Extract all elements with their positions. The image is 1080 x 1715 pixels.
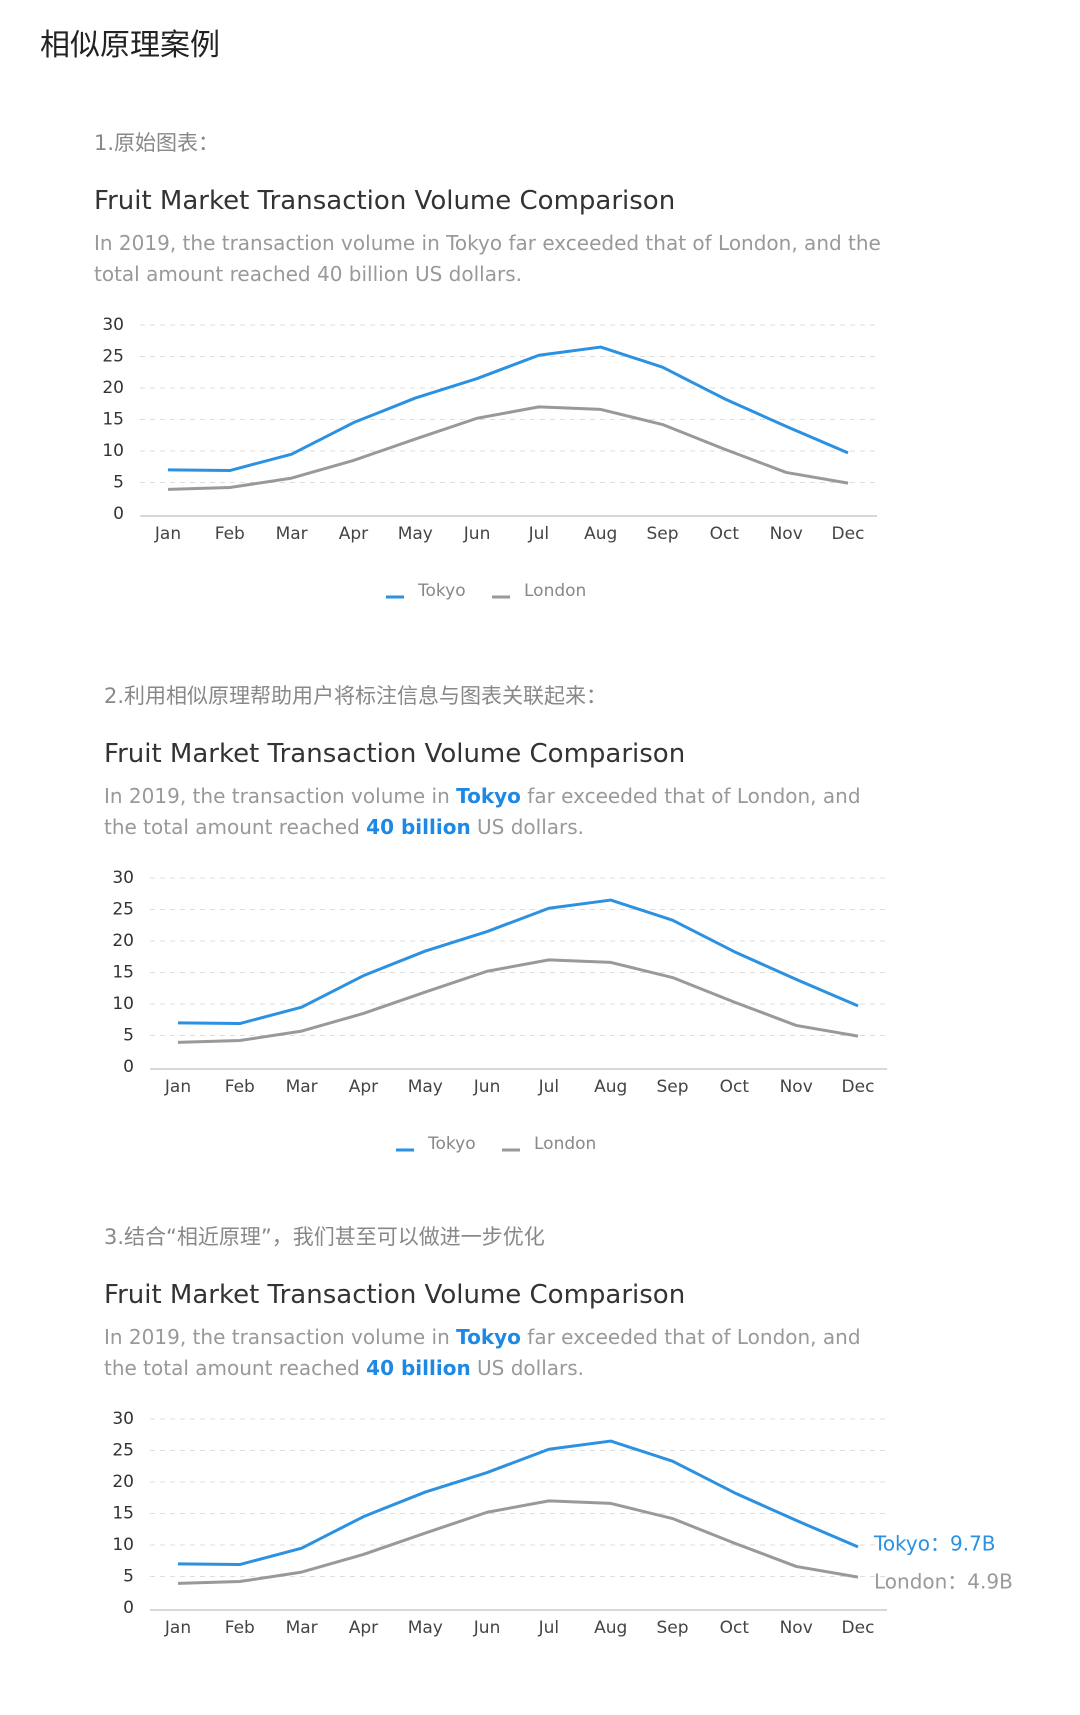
x-tick-label: Jul (538, 1618, 560, 1638)
x-tick-label: Dec (832, 524, 865, 544)
legend-label: London (534, 1134, 596, 1154)
x-tick-label: Mar (276, 524, 308, 544)
chart-subtitle: In 2019, the transaction volume in Tokyo… (104, 781, 894, 843)
section: 2.利用相似原理帮助用户将标注信息与图表关联起来： Fruit Market Tr… (0, 553, 1080, 1154)
y-tick-label: 10 (112, 994, 134, 1014)
y-tick-label: 15 (112, 963, 134, 983)
x-tick-label: Mar (286, 1077, 318, 1097)
y-tick-label: 0 (123, 1057, 134, 1077)
subtitle-emphasis: Tokyo (456, 784, 521, 808)
chart: 0 5 10 15 20 25 30 Jan Feb Mar Apr May Jun Jul Aug Sep O… (112, 1409, 1013, 1638)
y-tick-label: 25 (112, 1441, 134, 1461)
end-label: London：4.9B (874, 1570, 1013, 1594)
x-tick-label: Dec (842, 1077, 875, 1097)
x-tick-label: Jan (154, 524, 181, 544)
x-tick-label: Apr (349, 1077, 378, 1097)
section: 1.原始图表： Fruit Market Transaction Volume C… (0, 0, 1080, 601)
subtitle-emphasis: 40 billion (366, 815, 471, 839)
x-tick-label: Oct (720, 1618, 750, 1638)
x-tick-label: Jun (463, 524, 491, 544)
y-tick-label: 15 (112, 1504, 134, 1524)
y-tick-label: 10 (102, 441, 124, 461)
x-tick-label: Sep (657, 1618, 689, 1638)
legend-label: Tokyo (417, 581, 466, 601)
subtitle-text: In 2019, the transaction volume in (104, 1325, 457, 1349)
legend-label: Tokyo (427, 1134, 476, 1154)
chart-subtitle: In 2019, the transaction volume in Tokyo… (94, 231, 881, 286)
x-tick-label: May (408, 1618, 443, 1638)
x-tick-label: Oct (710, 524, 740, 544)
y-tick-label: 10 (112, 1535, 134, 1555)
y-tick-label: 15 (102, 410, 124, 430)
y-tick-label: 20 (102, 378, 124, 398)
y-tick-label: 30 (102, 315, 124, 335)
chart-title: Fruit Market Transaction Volume Comparis… (94, 186, 676, 216)
x-tick-label: Dec (842, 1618, 875, 1638)
y-tick-label: 25 (102, 347, 124, 367)
x-tick-label: Apr (349, 1618, 378, 1638)
subtitle-text: far exceeded that of London, and the tot… (104, 784, 861, 839)
x-tick-label: Feb (225, 1077, 255, 1097)
x-tick-label: Sep (647, 524, 679, 544)
x-tick-label: Feb (215, 524, 245, 544)
x-tick-label: Mar (286, 1618, 318, 1638)
subtitle-text: In 2019, the transaction volume in (104, 784, 457, 808)
y-tick-label: 5 (113, 473, 124, 493)
y-tick-label: 0 (113, 504, 124, 524)
y-tick-label: 30 (112, 868, 134, 888)
subtitle-text: US dollars. (470, 815, 585, 839)
y-tick-label: 20 (112, 931, 134, 951)
subtitle-emphasis: Tokyo (456, 1325, 521, 1349)
series-line (177, 958, 859, 1044)
series-line (177, 1439, 859, 1567)
y-tick-label: 0 (123, 1598, 134, 1618)
x-tick-label: Aug (594, 1077, 627, 1097)
x-tick-label: Sep (657, 1077, 689, 1097)
x-tick-label: Jan (164, 1077, 191, 1097)
chart-subtitle: In 2019, the transaction volume in Tokyo… (104, 1322, 894, 1384)
y-tick-label: 25 (112, 900, 134, 920)
chart-title: Fruit Market Transaction Volume Comparis… (104, 739, 686, 769)
x-tick-label: Nov (770, 524, 803, 544)
x-tick-label: Feb (225, 1618, 255, 1638)
x-tick-label: Nov (780, 1077, 813, 1097)
section-heading: 2.利用相似原理帮助用户将标注信息与图表关联起来： (104, 684, 608, 708)
chart-title: Fruit Market Transaction Volume Comparis… (104, 1280, 686, 1310)
x-tick-label: Oct (720, 1077, 750, 1097)
chart: 0 5 10 15 20 25 30 Jan Feb Mar Apr May Jun Jul Aug Sep O… (112, 868, 887, 1154)
x-tick-label: Jul (528, 524, 550, 544)
x-tick-label: May (398, 524, 433, 544)
series-line (177, 1499, 859, 1585)
series-line (177, 898, 859, 1026)
chart: 0 5 10 15 20 25 30 Jan Feb Mar Apr May Jun Jul Aug Sep O… (102, 315, 877, 601)
subtitle-text: far exceeded that of London, and the tot… (104, 1325, 861, 1380)
y-tick-label: 20 (112, 1472, 134, 1492)
x-tick-label: Aug (584, 524, 617, 544)
x-tick-label: Jul (538, 1077, 560, 1097)
x-tick-label: Apr (339, 524, 368, 544)
page-title: 相似原理案例 (40, 28, 220, 63)
end-label: Tokyo：9.7B (873, 1531, 996, 1555)
x-tick-label: May (408, 1077, 443, 1097)
x-tick-label: Jun (473, 1618, 501, 1638)
subtitle-text: US dollars. (470, 1356, 585, 1380)
x-tick-label: Nov (780, 1618, 813, 1638)
x-tick-label: Jun (473, 1077, 501, 1097)
y-tick-label: 5 (123, 1026, 134, 1046)
section: 3.结合“相近原理”，我们甚至可以做进一步优化 Fruit Market Tran… (0, 1094, 1080, 1638)
legend-label: London (524, 581, 586, 601)
subtitle-emphasis: 40 billion (366, 1356, 471, 1380)
y-tick-label: 5 (123, 1567, 134, 1587)
x-tick-label: Aug (594, 1618, 627, 1638)
section-heading: 3.结合“相近原理”，我们甚至可以做进一步优化 (104, 1225, 545, 1249)
series-line (167, 345, 849, 473)
y-tick-label: 30 (112, 1409, 134, 1429)
section-heading: 1.原始图表： (94, 131, 220, 155)
x-tick-label: Jan (164, 1618, 191, 1638)
series-line (167, 405, 849, 491)
